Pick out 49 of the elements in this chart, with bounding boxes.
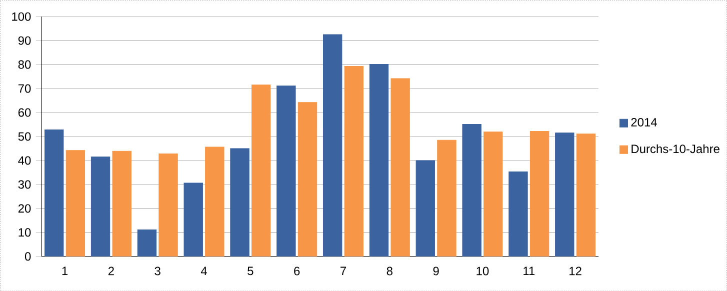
y-tick-label: 20 bbox=[18, 204, 31, 213]
x-tick-label: 11 bbox=[524, 266, 535, 275]
bar bbox=[530, 130, 550, 256]
bar bbox=[112, 150, 132, 256]
bar bbox=[90, 156, 110, 256]
bar bbox=[390, 78, 410, 256]
bar bbox=[369, 64, 389, 256]
bar bbox=[508, 171, 528, 256]
y-tick-label: 30 bbox=[18, 180, 31, 189]
bar bbox=[484, 132, 503, 256]
legend-label: Durchs-10-Jahre bbox=[632, 144, 720, 153]
bar bbox=[184, 182, 203, 256]
bar bbox=[276, 85, 296, 256]
x-tick-label: 10 bbox=[476, 266, 489, 276]
bar bbox=[298, 102, 318, 256]
y-tick-label: 100 bbox=[12, 12, 31, 21]
bar bbox=[462, 124, 482, 256]
y-tick-label: 0 bbox=[24, 252, 31, 261]
x-tick-label: 4 bbox=[200, 266, 207, 275]
bar bbox=[576, 133, 596, 256]
y-tick-label: 90 bbox=[18, 36, 31, 45]
bar bbox=[44, 129, 64, 256]
bar bbox=[416, 160, 435, 256]
y-tick-label: 80 bbox=[18, 60, 31, 69]
x-tick-label: 9 bbox=[433, 266, 439, 276]
x-tick-label: 1 bbox=[62, 266, 68, 275]
bar bbox=[437, 140, 456, 256]
y-tick-label: 50 bbox=[18, 132, 31, 141]
legend-label: 2014 bbox=[631, 118, 657, 126]
bar bbox=[66, 150, 86, 256]
bar bbox=[158, 153, 178, 256]
bar bbox=[205, 146, 224, 256]
x-tick-label: 3 bbox=[154, 266, 160, 276]
x-tick-label: 6 bbox=[294, 266, 300, 276]
bar bbox=[555, 132, 574, 256]
x-tick-label: 5 bbox=[248, 266, 254, 276]
x-tick-label: 12 bbox=[570, 266, 582, 276]
bar bbox=[322, 34, 342, 256]
y-tick-label: 40 bbox=[18, 156, 31, 165]
bar bbox=[344, 66, 364, 256]
x-tick-label: 2 bbox=[108, 266, 114, 276]
bar bbox=[137, 229, 157, 256]
x-tick-label: 7 bbox=[340, 266, 346, 275]
bar bbox=[230, 148, 250, 256]
y-tick-label: 70 bbox=[18, 84, 31, 93]
y-tick-label: 60 bbox=[18, 108, 31, 117]
x-tick-label: 8 bbox=[386, 266, 392, 276]
bar bbox=[251, 84, 271, 256]
y-tick-label: 10 bbox=[18, 228, 31, 237]
